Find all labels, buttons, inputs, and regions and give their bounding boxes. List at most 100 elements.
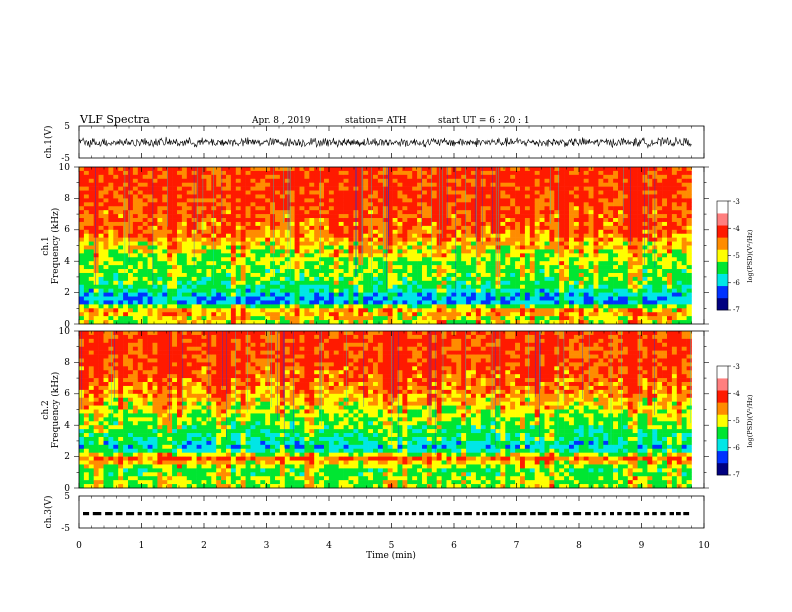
spectrogram-cell	[627, 292, 633, 297]
spectrogram-cell	[167, 292, 173, 297]
spectrogram-cell	[397, 253, 403, 258]
spectrogram-cell	[544, 241, 550, 246]
spectrogram-cell	[397, 320, 403, 325]
spectrogram-cell	[397, 280, 403, 286]
spectrogram-cell	[333, 202, 339, 207]
spectrogram-cell	[603, 206, 609, 211]
spectrogram-cell	[348, 206, 354, 211]
spectrogram-cell	[397, 249, 403, 254]
spectrogram-cell	[309, 237, 315, 242]
spectrogram-cell	[211, 292, 217, 297]
spectrogram-cell	[314, 241, 320, 246]
spectrogram-cell	[471, 304, 477, 309]
spectrogram-cell	[618, 237, 624, 242]
spectrogram-cell	[505, 272, 511, 278]
spectrogram-cell	[245, 206, 251, 211]
spectrogram-cell	[137, 257, 143, 262]
spectrogram-cell	[314, 316, 320, 321]
spectrogram-cell	[294, 280, 300, 286]
spectrogram-cell	[451, 170, 457, 176]
spectrogram-cell	[324, 170, 330, 176]
spectrogram-cell	[221, 233, 227, 238]
spectrogram-cell	[343, 237, 349, 242]
spectrogram-cell	[637, 186, 643, 191]
spectrogram-cell	[88, 316, 94, 321]
spectrogram-cell	[598, 225, 604, 231]
spectrogram-cell	[490, 300, 496, 305]
spectrogram-cell	[191, 296, 197, 301]
spectrogram-cell	[451, 202, 457, 207]
spectrogram-cell	[162, 225, 168, 231]
spectrogram-cell	[529, 229, 535, 235]
spectrogram-cell	[603, 300, 609, 305]
spectrogram-cell	[123, 198, 129, 203]
spectrogram-cell	[554, 206, 560, 211]
spectrogram-cell	[544, 265, 550, 270]
spectrogram-cell	[230, 214, 237, 219]
spectrogram-cell	[657, 292, 663, 297]
spectrogram-cell	[157, 170, 163, 176]
spectrogram-cell	[618, 167, 624, 172]
spectrogram-cell	[671, 170, 678, 176]
spectrogram-cell	[618, 272, 624, 278]
spectrogram-cell	[299, 170, 305, 176]
spectrogram-cell	[466, 312, 472, 317]
spectrogram-cell	[309, 269, 315, 274]
spectrogram-cell	[132, 284, 139, 289]
spectrogram-cell	[426, 261, 433, 266]
spectrogram-cell	[206, 202, 212, 207]
spectrogram-cell	[324, 320, 330, 325]
spectrogram-cell	[177, 229, 183, 235]
spectrogram-cell	[412, 316, 418, 321]
spectrogram-cell	[177, 194, 183, 199]
spectrogram-cell	[549, 214, 555, 219]
spectrogram-cell	[613, 237, 619, 242]
spectrogram-cell	[377, 218, 384, 223]
spectrogram-cell	[529, 182, 535, 187]
spectrogram-cell	[510, 210, 516, 215]
spectrogram-cell	[671, 190, 678, 195]
spectrogram-cell	[294, 170, 300, 176]
spectrogram-cell	[167, 284, 173, 289]
spectrogram-cell	[510, 312, 516, 317]
spectrogram-cell	[618, 218, 624, 223]
spectrogram-cell	[358, 257, 364, 262]
spectrogram-cell	[211, 241, 217, 246]
spectrogram-cell	[461, 272, 467, 278]
spectrogram-cell	[554, 194, 560, 199]
spectrogram-cell	[191, 280, 197, 286]
spectrogram-cell	[573, 276, 580, 282]
spectrogram-cell	[309, 233, 315, 238]
spectrogram-cell	[172, 312, 178, 317]
spectrogram-cell	[289, 174, 295, 180]
spectrogram-cell	[250, 202, 256, 207]
spectrogram-cell	[353, 190, 359, 195]
spectrogram-cell	[265, 249, 271, 254]
spectrogram-cell	[88, 229, 94, 235]
spectrogram-cell	[485, 202, 491, 207]
spectrogram-cell	[564, 206, 570, 211]
spectrogram-cell	[647, 257, 653, 262]
spectrogram-cell	[226, 288, 232, 293]
spectrogram-cell	[422, 241, 428, 246]
spectrogram-cell	[412, 221, 418, 227]
spectrogram-cell	[515, 253, 521, 258]
spectrogram-cell	[407, 308, 413, 313]
spectrogram-cell	[270, 261, 276, 266]
spectrogram-cell	[461, 214, 467, 219]
spectrogram-cell	[613, 225, 619, 231]
spectrogram-cell	[123, 167, 129, 172]
spectrogram-cell	[642, 304, 648, 309]
spectrogram-cell	[299, 202, 305, 207]
spectrogram-cell	[235, 225, 241, 231]
spectrogram-cell	[588, 229, 594, 235]
spectrogram-cell	[524, 198, 531, 203]
spectrogram-cell	[407, 269, 413, 274]
spectrogram-cell	[544, 288, 550, 293]
spectrogram-cell	[412, 229, 418, 235]
spectrogram-cell	[480, 229, 486, 235]
spectrogram-cell	[235, 229, 241, 235]
spectrogram-cell	[422, 190, 428, 195]
spectrogram-cell	[622, 304, 629, 309]
spectrogram-cell	[113, 296, 119, 301]
